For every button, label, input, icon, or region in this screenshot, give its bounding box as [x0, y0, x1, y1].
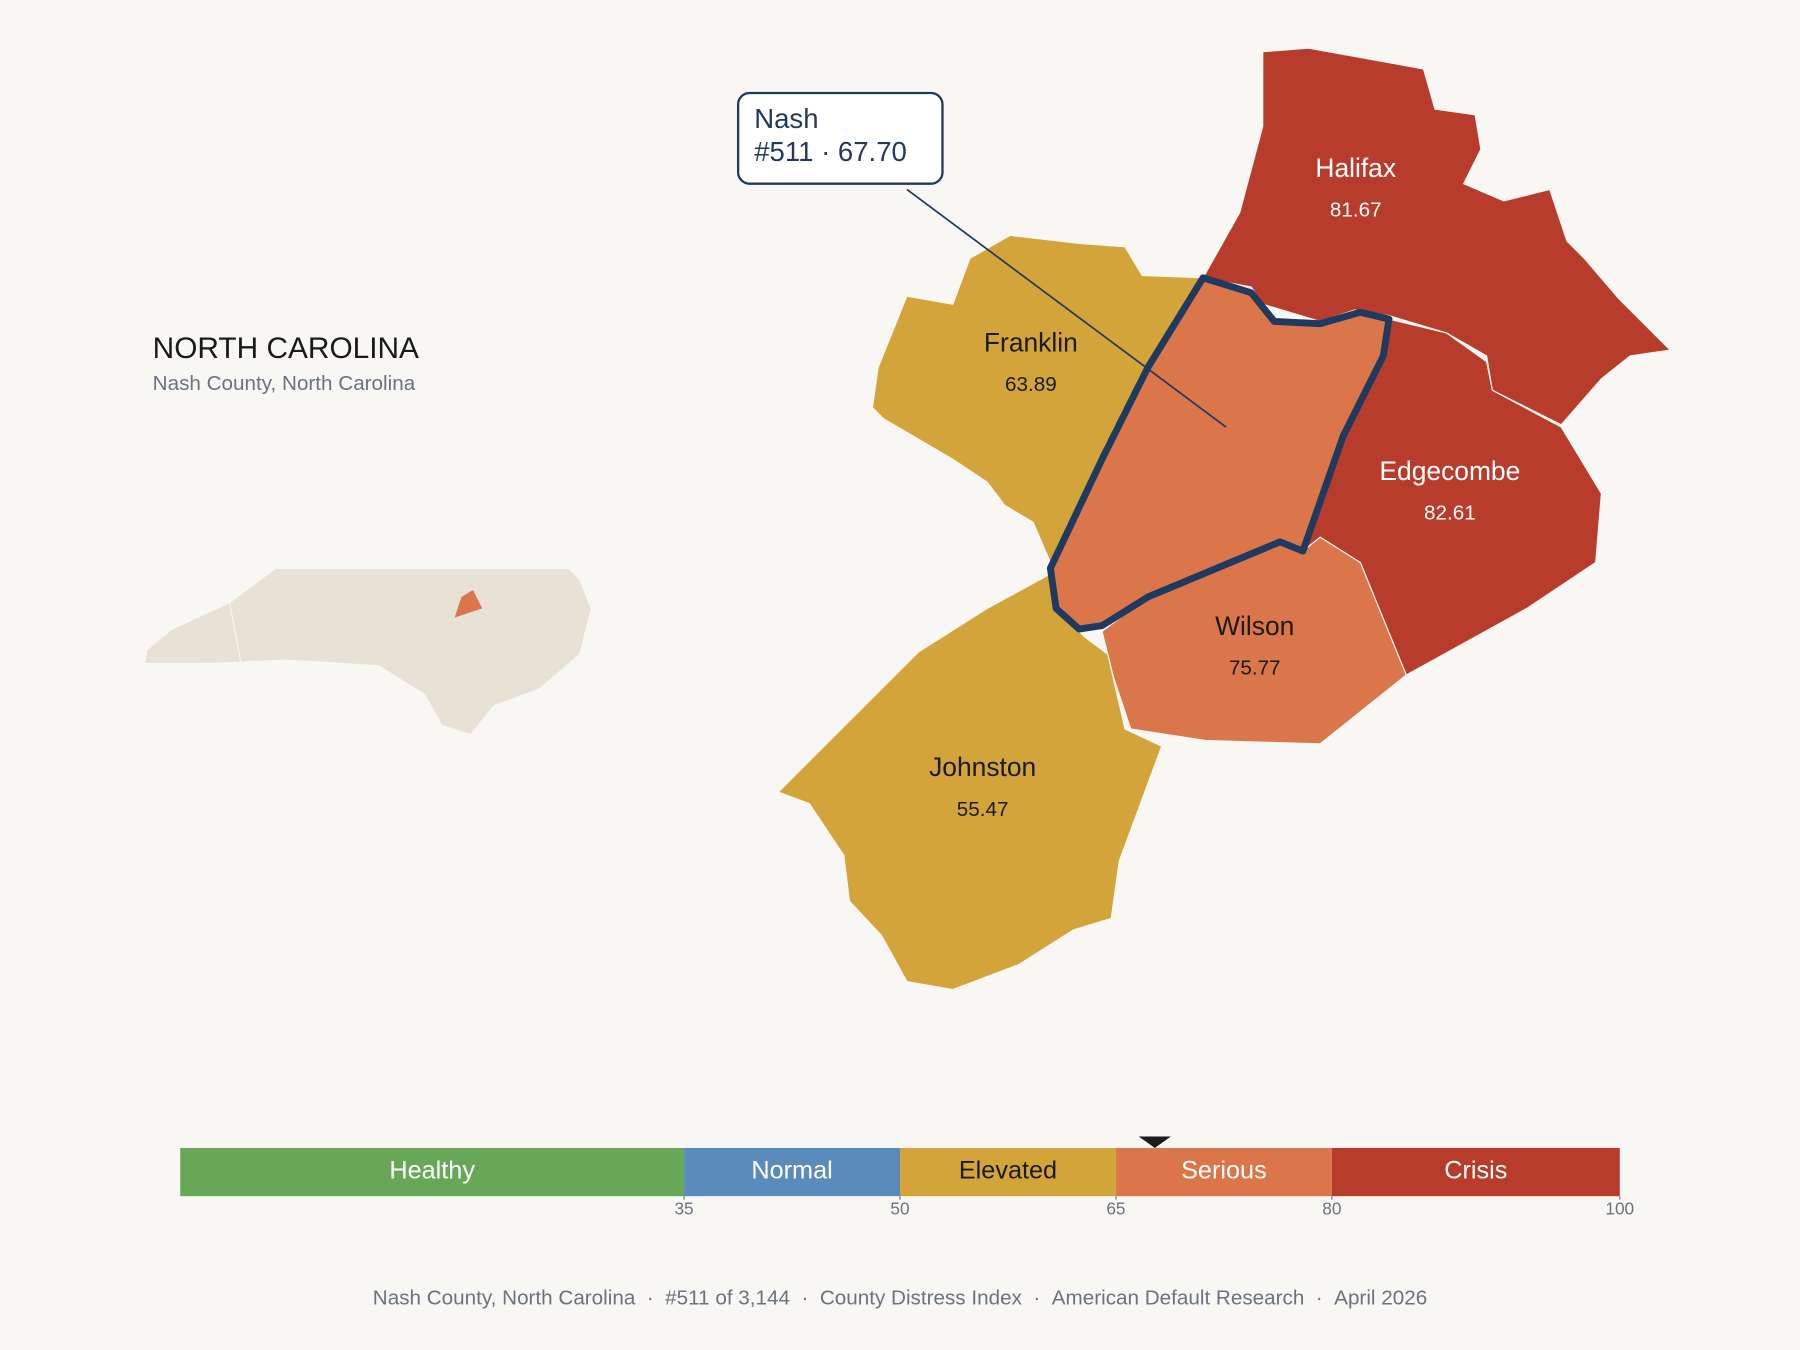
inset-line [229, 602, 242, 664]
scale-tick-label: 100 [1605, 1198, 1634, 1218]
scale-tick-label: 65 [1106, 1198, 1125, 1218]
scale-tick-label: 35 [674, 1198, 693, 1218]
footer-item: American Default Research [1052, 1287, 1305, 1310]
footer-separator: · [790, 1287, 820, 1310]
footer-item: Nash County, North Carolina [373, 1287, 636, 1310]
scale-bar: Healthy Normal Elevated Serious Crisis 35 50 65… [180, 1136, 1634, 1218]
scale-band [1115, 1147, 1332, 1197]
subtitle: Nash County, North Carolina [153, 372, 416, 395]
callout-name: Nash [754, 103, 818, 134]
county-labels: Halifax 81.67 Franklin 63.89 Edgecombe 82.61 W… [929, 153, 1520, 821]
county-name: Wilson [1215, 611, 1294, 641]
county-value: 55.47 [957, 798, 1009, 821]
scale-band-label: Serious [1181, 1157, 1267, 1185]
inset-highlight [454, 590, 483, 618]
scale-tick-label: 80 [1322, 1198, 1341, 1218]
county-value: 75.77 [1229, 657, 1281, 680]
callout-text: #511 · 67.70 [754, 136, 907, 167]
footer-separator: · [1304, 1287, 1334, 1310]
scale-band [180, 1147, 685, 1197]
county-name: Edgecombe [1379, 456, 1520, 486]
scale-band-label: Normal [751, 1157, 832, 1185]
footer-item: County Distress Index [820, 1287, 1023, 1310]
footer-item: #511 of 3,144 [665, 1287, 790, 1310]
scale-band-label: Healthy [389, 1157, 475, 1185]
county-name: Halifax [1315, 153, 1396, 183]
state-inset [143, 567, 592, 736]
callout-leader [906, 188, 1227, 428]
scale-tick-label: 50 [890, 1198, 909, 1218]
footer: Nash County, North Carolina · #511 of 3,… [373, 1287, 1427, 1310]
scale-band [900, 1147, 1116, 1197]
county [777, 573, 1163, 991]
footer-item: April 2026 [1334, 1287, 1427, 1310]
selected-county [1046, 274, 1393, 633]
county-value: 82.61 [1424, 502, 1476, 525]
county-layer [777, 47, 1672, 991]
county-name: Franklin [984, 327, 1078, 357]
title: NORTH CAROLINA [153, 332, 419, 365]
scale-band-label: Elevated [959, 1157, 1057, 1185]
scale-band [684, 1147, 900, 1197]
scale-marker [1138, 1136, 1171, 1148]
county [871, 234, 1205, 564]
county-name: Johnston [929, 752, 1036, 782]
county-value: 81.67 [1330, 199, 1382, 222]
footer-separator: · [635, 1287, 665, 1310]
state-shape [143, 567, 592, 736]
scale-band [1331, 1147, 1620, 1197]
callout-box [736, 91, 944, 185]
footer-separator: · [1022, 1287, 1052, 1310]
county-value: 63.89 [1005, 373, 1057, 396]
scale-band-label: Crisis [1444, 1157, 1507, 1185]
